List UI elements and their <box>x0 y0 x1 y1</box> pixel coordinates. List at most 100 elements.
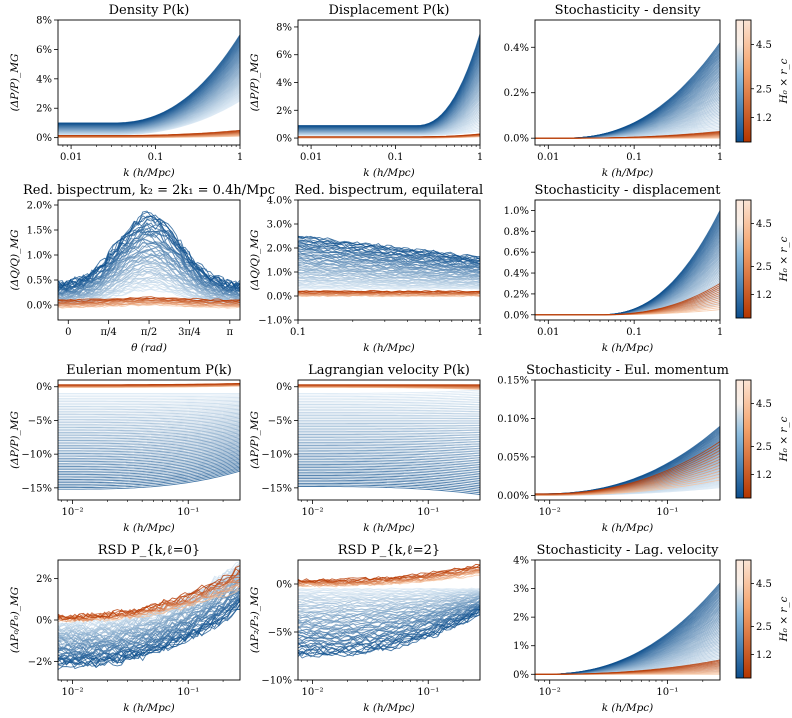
series-group <box>58 382 240 490</box>
colorbar: 4.5 2.5 1.2 H₀ × r_c <box>735 199 790 319</box>
series-line-gr-like <box>58 588 240 623</box>
y-tick-label: 1.0% <box>27 251 52 262</box>
series-line-mg <box>298 594 480 611</box>
series-line-mg <box>298 610 480 654</box>
series-line-gr-like <box>58 302 240 308</box>
series-line-mg <box>58 419 240 427</box>
series-line-mg <box>298 265 480 277</box>
y-tick-label: −5% <box>268 628 292 639</box>
series-line-mg <box>298 394 480 399</box>
series-line-mg <box>58 458 240 476</box>
y-tick-label: 0.0% <box>504 134 529 145</box>
series-line-mg <box>58 408 240 414</box>
x-tick-label: 10⁻² <box>539 507 561 518</box>
series-line-mg <box>298 427 480 430</box>
series-line-mg <box>58 395 240 398</box>
series-line-mg <box>298 403 480 407</box>
y-tick-label: 0.0% <box>27 301 52 312</box>
series-line-mg <box>298 478 480 487</box>
panel-title: Red. bispectrum, k₂ = 2k₁ = 0.4h/Mpc <box>23 183 275 198</box>
y-axis-label: (ΔP₀/P₀)_MG <box>9 587 21 653</box>
y-tick-label: 8% <box>36 16 52 27</box>
series-line-mg <box>298 409 480 412</box>
series-line-mg <box>58 402 240 406</box>
series-line-mg <box>58 467 240 487</box>
y-tick-label: 4.0% <box>267 196 292 207</box>
y-tick-label: 2% <box>513 613 529 624</box>
series-line-gr-like <box>58 571 240 621</box>
series-group <box>298 563 480 659</box>
series-line-mg <box>58 442 240 456</box>
series-line-mg <box>298 236 480 261</box>
series-line-mg <box>298 445 480 450</box>
series-line-mg <box>58 596 240 656</box>
y-tick-label: 1.5% <box>27 226 52 237</box>
series-line-mg <box>298 456 480 462</box>
y-tick-label: 0.0% <box>267 292 292 303</box>
series-line-gr-like <box>58 382 240 386</box>
series-line-gr-like <box>535 441 720 495</box>
series-line-mg <box>298 389 480 394</box>
series-line-mg <box>58 277 240 304</box>
y-tick-label: 4% <box>513 556 529 567</box>
series-line-mg <box>58 460 240 477</box>
series-line-mg <box>58 465 240 484</box>
series-line-mg <box>535 582 720 675</box>
y-tick-label: −10% <box>261 450 292 461</box>
series-line-mg <box>298 250 480 269</box>
series-line-mg <box>298 595 480 615</box>
series-line-gr-like <box>298 290 480 293</box>
series-line-mg <box>58 415 240 422</box>
y-tick-label: −15% <box>261 483 292 494</box>
colorbar: 4.5 2.5 1.2 H₀ × r_c <box>735 379 790 499</box>
series-line-mg <box>58 454 240 471</box>
series-line-mg <box>58 445 240 459</box>
panel-title: Red. bispectrum, equilateral <box>295 183 483 198</box>
colorbar-label: H₀ × r_c <box>778 416 790 462</box>
series-line-mg <box>58 420 240 429</box>
series-line-mg <box>298 437 480 441</box>
y-tick-label: 2.0% <box>267 244 292 255</box>
series-line-gr-like <box>535 130 720 139</box>
series-line-mg <box>58 437 240 450</box>
series-line-mg <box>298 608 480 649</box>
series-line-mg <box>58 441 240 454</box>
y-tick-label: 0.15% <box>497 376 529 387</box>
series-line-mg <box>298 486 480 496</box>
colorbar-gr <box>743 20 751 142</box>
y-tick-label: 2% <box>36 104 52 115</box>
x-tick-label: 10⁻¹ <box>177 687 199 698</box>
series-line-mg <box>298 391 480 396</box>
series-line-mg <box>298 468 480 476</box>
colorbar-label: H₀ × r_c <box>778 236 790 282</box>
series-group <box>58 210 240 309</box>
panel-title: Lagrangian velocity P(k) <box>308 363 470 378</box>
series-line-mg <box>298 462 480 469</box>
x-tick-label: 10⁻² <box>61 507 83 518</box>
x-tick-label: 10⁻² <box>301 687 323 698</box>
series-line-mg <box>298 393 480 398</box>
colorbar-mg <box>736 560 744 678</box>
y-tick-label: −10% <box>21 450 52 461</box>
series-line-gr-like <box>298 133 480 138</box>
series-line-mg <box>58 412 240 419</box>
series-group <box>298 235 480 298</box>
y-tick-label: −5% <box>268 416 292 427</box>
panel-title: Stochasticity - Eul. momentum <box>526 363 729 378</box>
series-line-mg <box>298 604 480 644</box>
series-line-gr-like <box>58 129 240 136</box>
colorbar-tick-label: 2.5 <box>756 442 772 453</box>
y-tick-label: 0.2% <box>504 289 529 300</box>
y-tick-label: 0.2% <box>504 88 529 99</box>
series-line-mg <box>298 426 480 428</box>
series-group <box>298 384 480 496</box>
series-line-mg <box>298 438 480 442</box>
series-line-mg <box>298 596 480 619</box>
panel-title: Stochasticity - Lag. velocity <box>536 543 719 558</box>
series-line-gr-like <box>58 585 240 622</box>
series-line-mg <box>298 457 480 464</box>
series-line-mg <box>298 601 480 629</box>
series-line-mg <box>58 398 240 401</box>
x-tick-label: 10⁻¹ <box>656 507 678 518</box>
